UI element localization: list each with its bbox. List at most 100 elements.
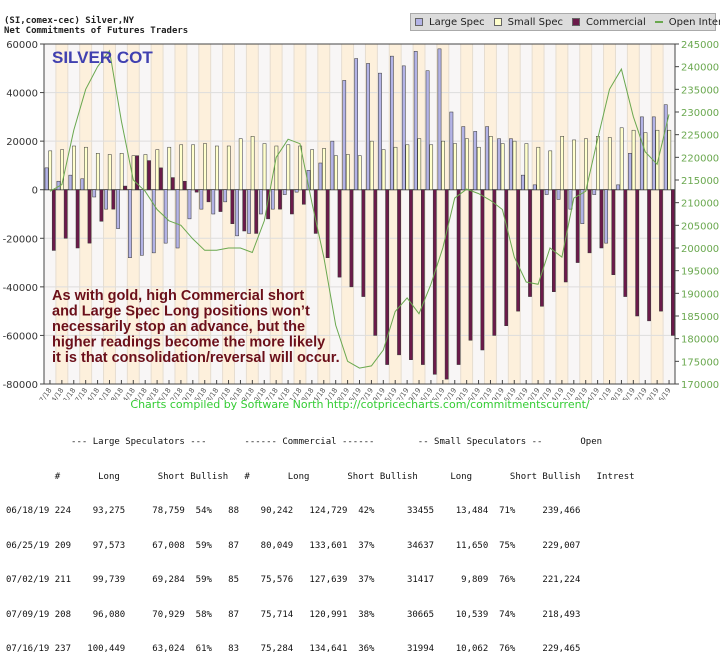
small-spec-bar [536,146,541,190]
week-band [615,44,628,384]
header-line2: Net Commitments of Futures Traders [4,26,189,36]
y2-tick-label: 195000 [681,267,719,278]
commercial-bar [171,177,175,190]
y-tick-label: 20000 [6,137,38,148]
commercial-bar [611,189,616,275]
y-tick-label: -20000 [3,234,38,245]
week-band [460,44,473,384]
commercial-bar [254,189,259,234]
week-band [186,44,199,384]
large-spec-bar [663,104,668,190]
large-spec-bar [604,189,609,244]
y2-tick-label: 225000 [681,131,719,142]
commercial-bar [397,189,401,356]
week-band [353,44,366,384]
large-spec-bar [520,174,525,190]
large-spec-bar [211,189,216,215]
small-spec-bar [512,140,517,190]
large-spec-bar [413,51,418,190]
large-spec-bar [473,131,478,190]
large-spec-bar [92,189,97,198]
small-spec-bar [357,155,362,190]
large-spec-bar [449,111,454,190]
table-row: 07/16/19 237 100,449 63,024 61% 83 75,28… [6,644,581,654]
commercial-bar [659,189,663,312]
large-spec-bar [640,116,644,190]
y-tick-label: -60000 [3,331,38,342]
week-band [448,44,461,384]
table-header-1: --- Large Speculators --- ------ Commerc… [6,437,603,447]
large-spec-bar [294,189,299,193]
small-spec-bar [238,138,243,190]
small-spec-bar [381,149,386,190]
small-spec-bar [619,127,624,190]
week-band [567,44,580,384]
legend: Large Spec Small Spec Commercial Open In… [410,13,720,31]
week-band [603,44,616,384]
commercial-bar [111,189,116,210]
right-axis: 245000 240000 235000 230000 225000 220000 2150… [675,40,719,391]
small-spec-bar [167,146,172,190]
commercial-bar [528,189,532,297]
chart-header: (SI,comex-cec) Silver,NY Net Commitments… [4,16,188,36]
small-spec-bar [453,143,457,190]
commercial-bar [468,189,473,341]
y2-tick-label: 205000 [681,221,719,232]
y-tick-label: -80000 [3,380,38,391]
large-spec-bar [80,178,85,190]
large-spec-bar [509,138,513,190]
week-band [79,44,92,384]
small-spec-bar [560,136,564,190]
small-spec-bar [131,155,136,190]
small-spec-bar [226,145,231,190]
week-band [520,44,533,384]
week-band [317,44,330,384]
commercial-bar [551,189,556,292]
y2-tick-label: 230000 [681,108,719,119]
legend-item-small-spec: Small Spec [493,17,563,28]
large-spec-bar [68,174,73,190]
legend-swatch-large-spec [415,18,423,26]
commercial-bar [63,189,68,239]
large-spec-bar [616,184,620,190]
legend-label: Large Spec [429,16,485,28]
week-band [198,44,211,384]
week-band [127,44,140,384]
small-spec-bar [84,146,88,190]
week-band [389,44,402,384]
open-interest-series [49,49,670,369]
week-bands [43,44,675,384]
commercial-bar [135,155,139,190]
y2-tick-label: 185000 [681,312,719,323]
week-band [627,44,640,384]
commercial-bar [51,189,56,251]
commercial-bar [504,189,509,326]
small-spec-bar [488,136,493,190]
small-spec-bar [72,145,76,190]
commercial-bar [492,189,497,336]
week-band [258,44,271,384]
legend-swatch-commercial [571,18,580,26]
small-spec-bar [203,143,207,190]
week-band [496,44,509,384]
large-spec-bar [401,65,406,190]
week-band [413,44,425,384]
small-spec-bar [631,129,636,190]
commercial-bar [432,189,437,375]
week-band [305,44,318,384]
large-spec-bar [270,189,275,210]
small-spec-bar [405,144,410,190]
week-band [55,44,68,384]
week-band [329,44,342,384]
small-spec-bar [143,154,148,190]
commercial-bar [349,189,354,288]
large-spec-bar [330,140,335,190]
commercial-bar [242,189,247,232]
small-spec-bar [584,138,588,190]
week-band [222,44,235,384]
week-band [401,44,414,384]
commercial-bar [75,189,80,249]
large-spec-bar [282,189,287,195]
week-band [115,44,128,384]
